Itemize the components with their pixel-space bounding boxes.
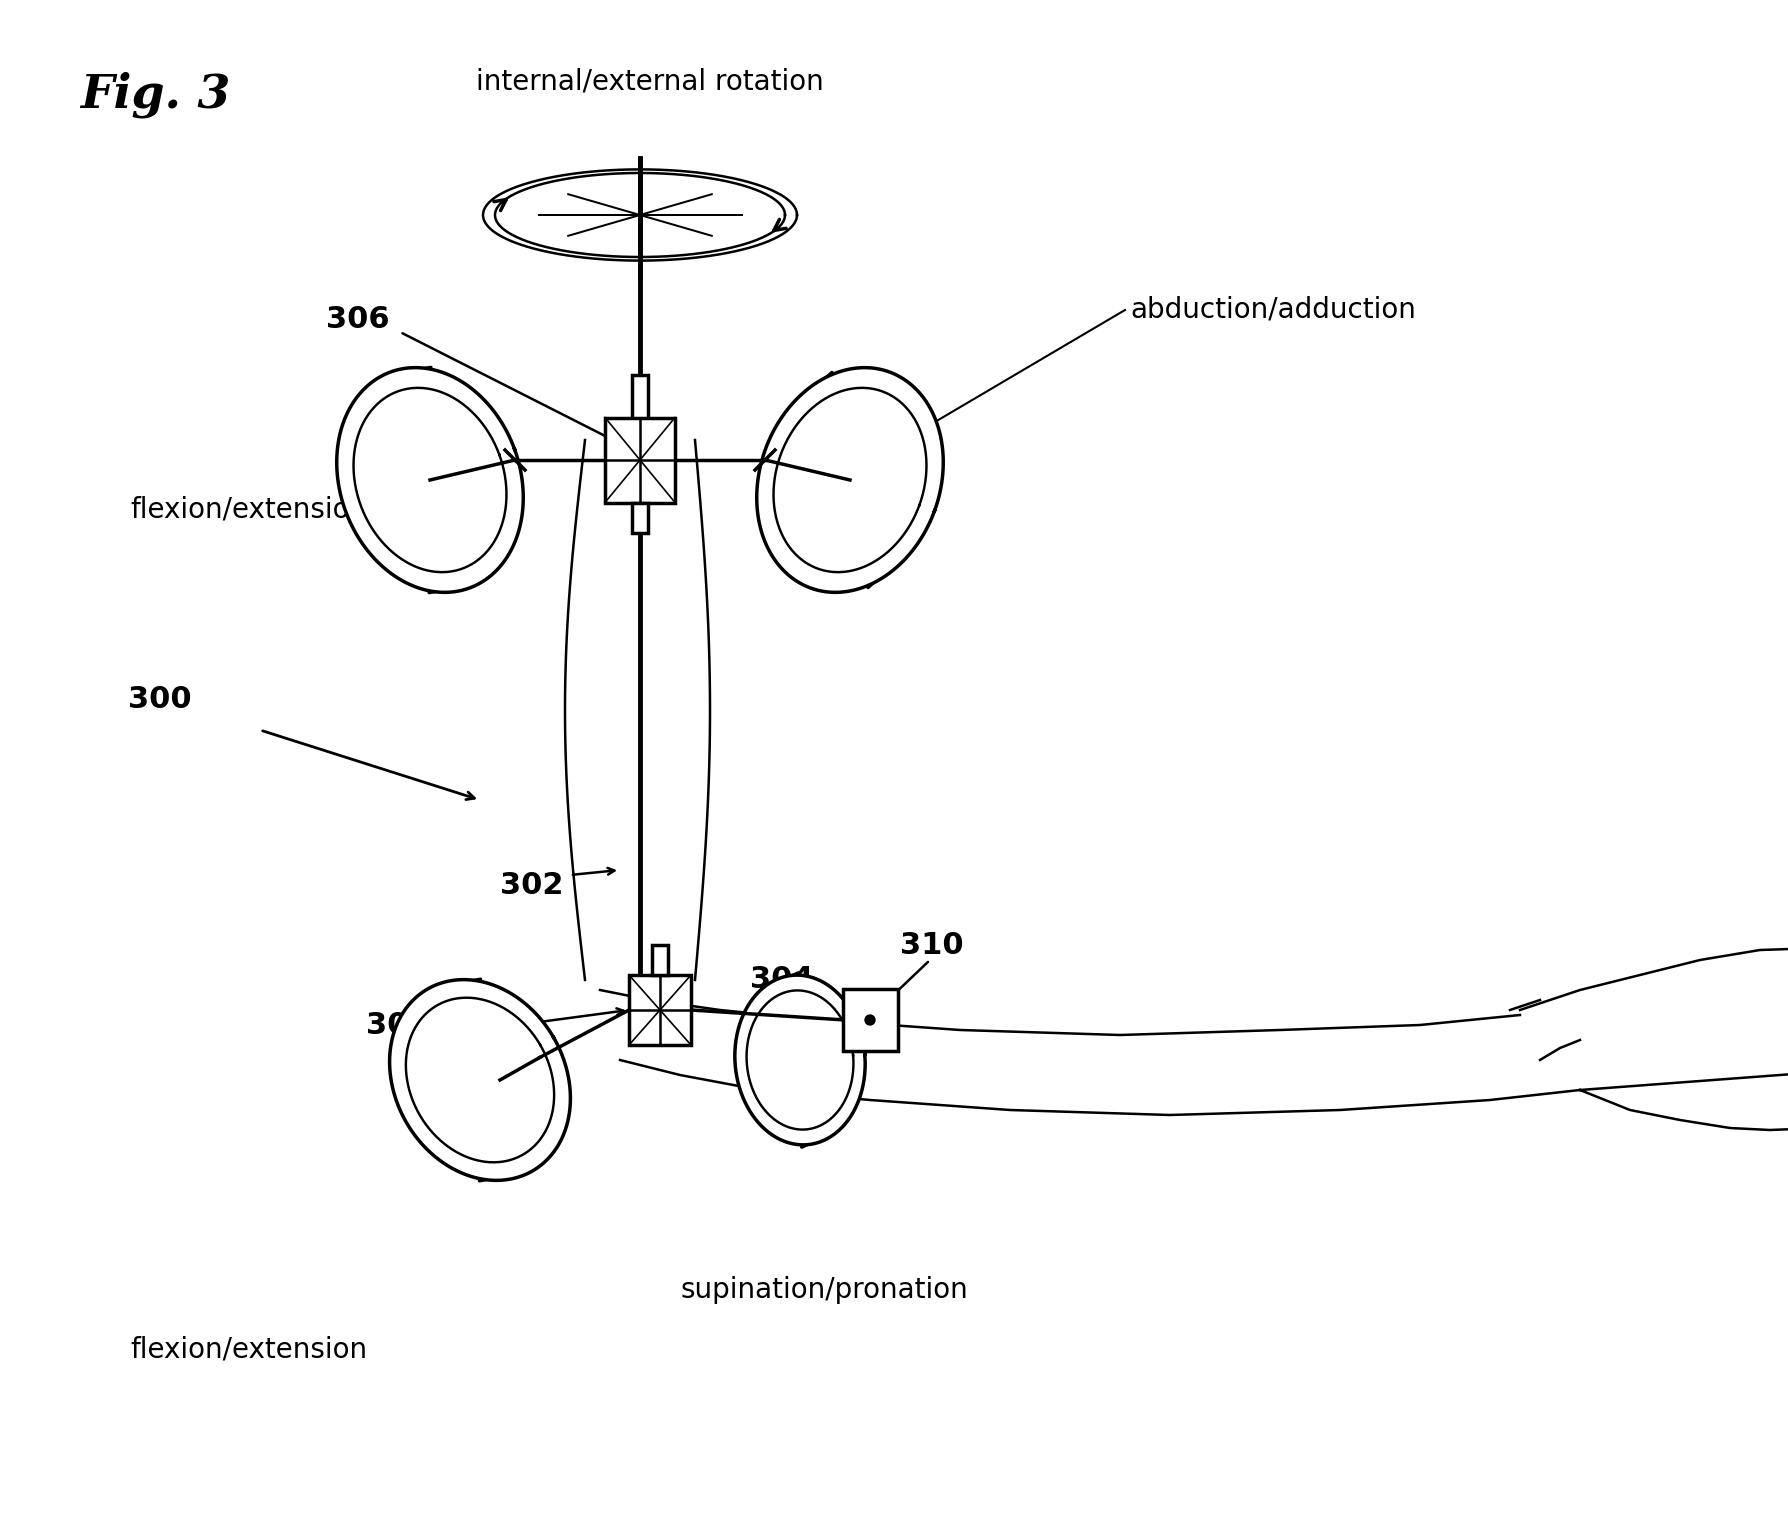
Polygon shape [756, 368, 944, 592]
Polygon shape [735, 976, 865, 1144]
Text: 304: 304 [749, 965, 814, 994]
Text: flexion/extension: flexion/extension [131, 1336, 367, 1364]
Polygon shape [390, 980, 570, 1180]
Text: 308: 308 [367, 1011, 429, 1040]
Circle shape [865, 1016, 874, 1025]
Text: abduction/adduction: abduction/adduction [1130, 296, 1416, 324]
Text: 300: 300 [129, 686, 191, 715]
Bar [631, 374, 647, 420]
Text: 302: 302 [501, 870, 563, 899]
Bar [631, 503, 647, 532]
Polygon shape [1520, 948, 1788, 1131]
Text: 306: 306 [327, 305, 390, 334]
Bar [604, 417, 676, 503]
Bar [842, 989, 898, 1051]
Bar [629, 976, 690, 1045]
Text: internal/external rotation: internal/external rotation [476, 67, 824, 97]
Text: Fig. 3: Fig. 3 [80, 72, 231, 118]
Polygon shape [336, 368, 524, 592]
Bar [653, 945, 669, 976]
Text: supination/pronation: supination/pronation [679, 1276, 967, 1304]
Text: 310: 310 [899, 931, 964, 959]
Text: flexion/extension: flexion/extension [131, 495, 367, 525]
